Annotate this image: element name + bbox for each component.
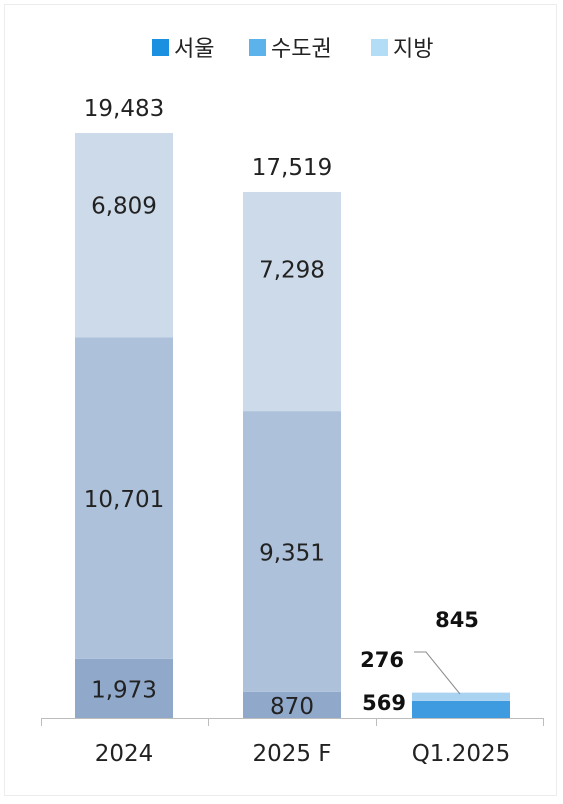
bar-2024-지방: [75, 133, 173, 338]
legend-swatch-1: [249, 39, 266, 56]
bar-2024-수도권: [75, 337, 173, 659]
bar-2025 F-수도권: [243, 411, 341, 692]
value-label-2025 F-수도권: 9,351: [259, 540, 325, 566]
value-label-2024-수도권: 10,701: [84, 487, 164, 513]
value-label-2024-지방: 6,809: [91, 194, 157, 220]
x-tick-label-2: Q1.2025: [412, 741, 511, 767]
total-label-2025 F: 17,519: [252, 155, 332, 181]
legend-label-2: 지방: [393, 37, 433, 62]
bar-2024-서울: [75, 658, 173, 718]
bar-Q1.2025-지방: [412, 692, 510, 701]
value-label-2024-서울: 1,973: [91, 677, 157, 703]
total-label-2024: 19,483: [84, 96, 164, 122]
x-tick-label-1: 2025 F: [252, 741, 331, 767]
legend-label-1: 수도권: [271, 37, 332, 62]
legend-swatch-0: [152, 39, 169, 56]
x-tick-label-0: 2024: [95, 741, 154, 767]
chart-frame: [4, 4, 557, 796]
legend-label-0: 서울: [174, 37, 214, 62]
legend-swatch-2: [371, 39, 388, 56]
value-label-2025 F-서울: 870: [270, 694, 314, 720]
value-label-q1-seoul: 569: [362, 691, 406, 715]
bar-2025 F-서울: [243, 691, 341, 718]
leader-line-q1: [414, 651, 461, 695]
value-label-q1-region: 276: [360, 648, 404, 672]
value-label-2025 F-지방: 7,298: [259, 258, 325, 284]
total-label-q1: 845: [435, 608, 479, 632]
bar-2025 F-지방: [243, 191, 341, 412]
bar-Q1.2025-서울: [412, 700, 510, 718]
